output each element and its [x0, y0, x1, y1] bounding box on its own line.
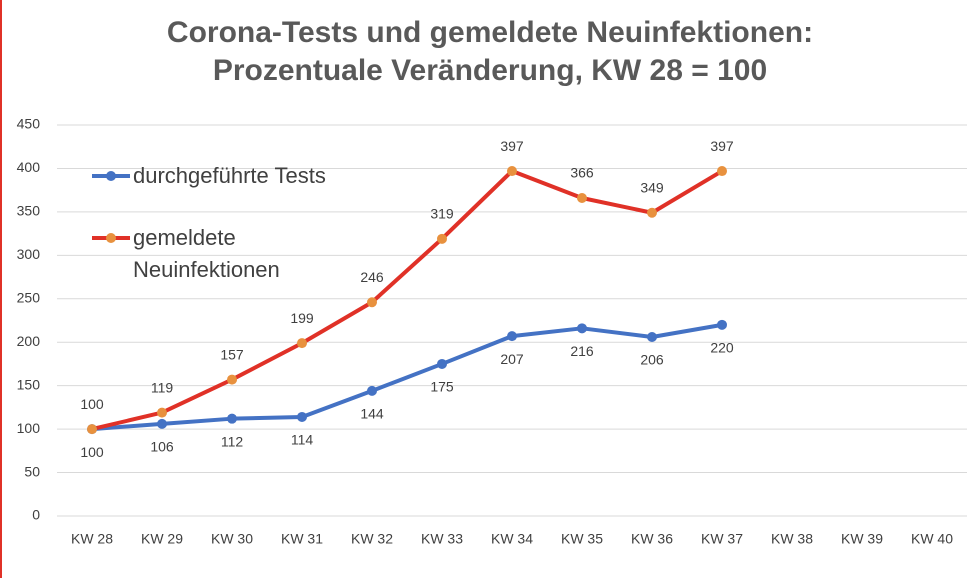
data-point	[367, 297, 377, 308]
x-tick-label: KW 31	[281, 531, 323, 547]
data-label: 144	[360, 406, 384, 422]
y-tick-label: 300	[17, 246, 41, 262]
x-tick-label: KW 28	[71, 531, 113, 547]
data-point	[227, 413, 237, 424]
y-tick-label: 350	[17, 203, 41, 219]
legend-label: gemeldete Neuinfektionen	[133, 225, 280, 282]
series-line	[91, 169, 724, 432]
y-tick-label: 450	[17, 116, 41, 132]
y-tick-label: 150	[17, 376, 41, 392]
series-line	[91, 322, 723, 432]
x-tick-label: KW 39	[841, 531, 883, 547]
x-tick-label: KW 29	[141, 531, 183, 547]
data-point	[157, 407, 167, 418]
data-label: 100	[80, 396, 104, 412]
x-tick-label: KW 34	[491, 531, 533, 547]
data-point	[367, 385, 377, 396]
data-label: 106	[150, 439, 174, 455]
data-point	[717, 319, 727, 330]
data-label: 246	[360, 269, 384, 285]
data-label: 206	[640, 352, 664, 368]
data-point	[157, 418, 167, 429]
data-point	[507, 331, 517, 342]
y-tick-label: 200	[17, 333, 41, 349]
data-point	[577, 323, 587, 334]
data-label: 100	[80, 444, 104, 460]
data-point	[437, 233, 447, 244]
data-point	[227, 374, 237, 385]
data-label: 157	[220, 346, 244, 362]
data-point	[297, 411, 307, 422]
data-point	[647, 207, 657, 218]
data-label: 366	[570, 165, 594, 181]
data-label: 319	[430, 206, 454, 222]
x-tick-label: KW 37	[701, 531, 743, 547]
data-point	[437, 358, 447, 369]
data-label: 220	[710, 340, 734, 356]
data-label: 349	[640, 179, 664, 195]
data-point	[87, 424, 97, 435]
y-tick-label: 250	[17, 289, 41, 305]
x-tick-label: KW 35	[561, 531, 603, 547]
chart-title: Corona-Tests und gemeldete Neuinfektione…	[166, 16, 814, 87]
data-label: 114	[291, 432, 314, 448]
data-point	[647, 332, 657, 343]
x-tick-label: KW 36	[631, 531, 673, 547]
data-label: 397	[500, 138, 524, 154]
data-point	[577, 192, 587, 203]
data-label: 216	[570, 343, 594, 359]
data-label: 397	[710, 138, 734, 154]
data-label: 175	[430, 379, 454, 395]
data-label: 207	[500, 351, 524, 367]
x-tick-label: KW 33	[421, 531, 463, 547]
y-tick-label: 100	[17, 420, 41, 436]
data-label: 199	[290, 310, 314, 326]
data-point	[717, 166, 727, 177]
x-tick-label: KW 40	[911, 531, 953, 547]
data-label: 112	[221, 433, 244, 449]
data-label: 119	[151, 379, 174, 395]
legend-label: durchgeführte Tests	[133, 163, 326, 188]
legend-marker	[106, 233, 116, 243]
y-tick-label: 50	[24, 463, 40, 479]
data-point	[297, 338, 307, 349]
y-tick-label: 0	[32, 507, 40, 523]
x-tick-label: KW 38	[771, 531, 813, 547]
y-tick-label: 400	[17, 159, 41, 175]
data-point	[507, 166, 517, 177]
x-tick-label: KW 32	[351, 531, 393, 547]
legend-marker	[106, 171, 116, 181]
x-tick-label: KW 30	[211, 531, 253, 547]
